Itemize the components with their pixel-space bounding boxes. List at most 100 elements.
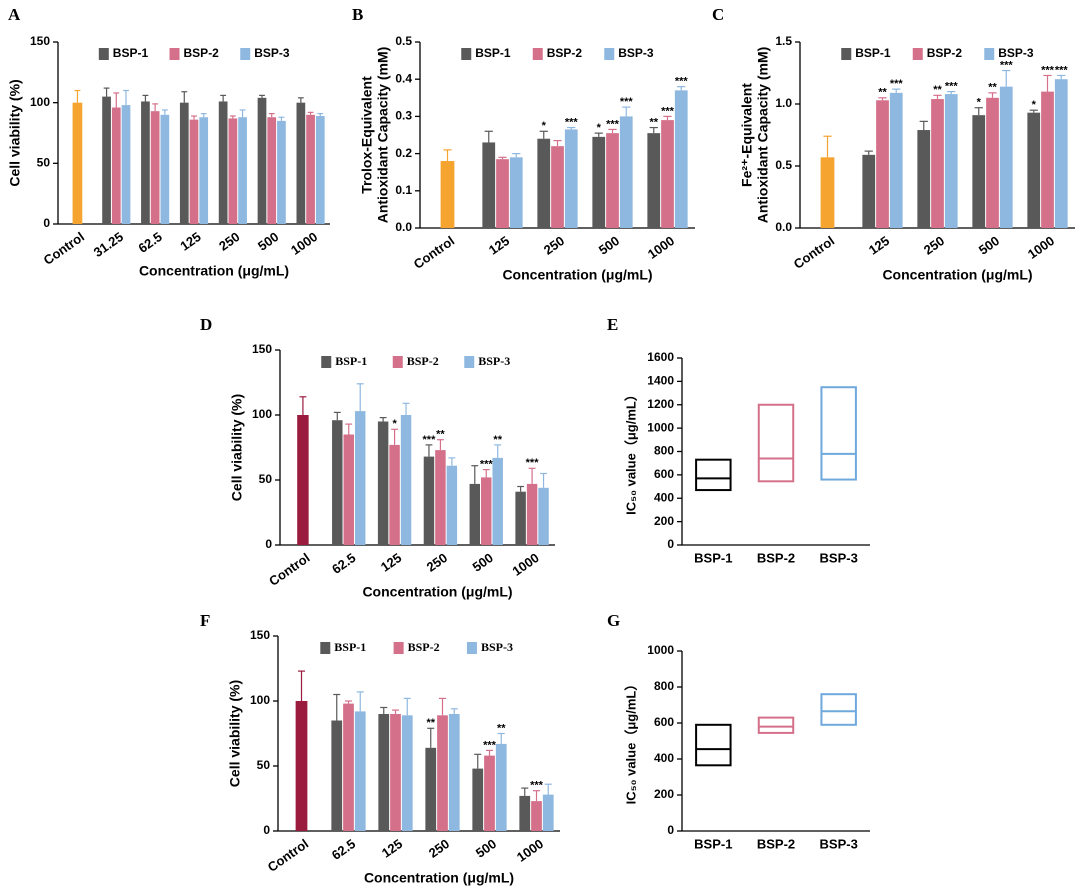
bar — [315, 116, 325, 224]
bar — [343, 703, 354, 831]
bar — [495, 743, 507, 831]
y-tick-label: 0.1 — [395, 183, 412, 197]
bar — [986, 97, 999, 228]
legend-label: BSP-1 — [334, 640, 366, 654]
bar — [111, 107, 121, 224]
legend-label: BSP-1 — [475, 46, 511, 60]
panel-label: E — [607, 315, 618, 334]
y-tick-label: 150 — [30, 34, 50, 48]
panel-label: G — [607, 611, 620, 630]
significance: * — [1032, 99, 1037, 111]
y-tick-label: 0.5 — [775, 158, 792, 172]
x-tick-label: Control — [266, 550, 312, 589]
y-tick-label: 0 — [265, 537, 272, 551]
x-tick-label: BSP-2 — [757, 550, 795, 565]
bar — [482, 142, 496, 228]
control-bar — [440, 161, 455, 228]
bar — [862, 154, 876, 228]
y-tick-label: 0 — [263, 823, 270, 837]
significance: *** — [620, 96, 634, 108]
x-tick-label: 500 — [255, 229, 281, 254]
y-tick-label: 0 — [667, 823, 674, 837]
x-tick-label: 31.25 — [91, 229, 126, 260]
y-axis-label: IC₅₀ value（μg/mL） — [623, 678, 638, 805]
x-tick-label: 125 — [378, 550, 404, 575]
bar — [448, 714, 460, 831]
y-tick-label: 150 — [250, 628, 270, 642]
bar — [332, 420, 343, 545]
x-axis-label: Concentration (μg/mL) — [882, 267, 1032, 283]
legend-label: BSP-2 — [927, 46, 963, 60]
x-tick-label: Control — [41, 229, 87, 268]
y-tick-label: 50 — [259, 472, 273, 486]
bar — [647, 133, 661, 228]
y-tick-label: 1000 — [647, 643, 674, 657]
bar — [606, 133, 619, 228]
bar — [509, 157, 523, 228]
y-tick-label: 400 — [654, 751, 674, 765]
y-tick-label: 400 — [654, 490, 674, 504]
significance: *** — [526, 457, 540, 469]
bar — [661, 120, 674, 228]
y-axis-label: Fe²⁺-Equivalent — [739, 83, 755, 187]
bar — [1041, 91, 1054, 228]
bar — [343, 434, 354, 545]
bar — [423, 456, 435, 545]
y-tick-label: 0.5 — [395, 34, 412, 48]
legend-swatch — [461, 48, 472, 60]
bar — [484, 755, 495, 831]
bar — [389, 444, 400, 545]
bar — [354, 411, 366, 545]
x-tick-label: 250 — [426, 836, 452, 861]
bar — [531, 801, 542, 831]
y-tick-label: 800 — [654, 444, 674, 458]
significance: *** — [890, 78, 904, 90]
significance: *** — [565, 116, 579, 128]
x-tick-label: Control — [411, 233, 457, 272]
significance: ** — [649, 116, 658, 128]
legend-label: BSP-2 — [408, 640, 440, 654]
y-tick-label: 0.0 — [775, 220, 792, 234]
legend-label: BSP-3 — [254, 46, 290, 60]
significance: *** — [423, 434, 437, 446]
y-tick-label: 0.3 — [395, 109, 412, 123]
legend-label: BSP-2 — [184, 46, 220, 60]
y-axis-label: Cell viability (%) — [7, 79, 23, 186]
panel-label: C — [712, 5, 724, 24]
x-tick-label: 62.5 — [329, 836, 358, 863]
x-tick-label: BSP-3 — [820, 836, 858, 851]
x-tick-label: 125 — [177, 229, 203, 254]
bar — [619, 116, 633, 228]
bar — [218, 101, 228, 224]
legend-label: BSP-3 — [998, 46, 1034, 60]
legend-swatch — [240, 48, 251, 60]
x-tick-label: 250 — [216, 229, 242, 254]
legend-swatch — [464, 356, 475, 368]
legend-label: BSP-3 — [618, 46, 654, 60]
y-axis-label: Cell viability (%) — [229, 394, 245, 501]
bar — [199, 117, 209, 224]
significance: *** — [661, 105, 675, 117]
y-tick-label: 50 — [37, 156, 51, 170]
bar — [331, 720, 343, 831]
y-tick-label: 0.2 — [395, 146, 412, 160]
x-tick-label: 250 — [541, 233, 567, 258]
bar — [141, 101, 150, 224]
y-tick-label: 50 — [257, 758, 271, 772]
legend-swatch — [984, 48, 995, 60]
legend-swatch — [321, 356, 332, 368]
bar — [228, 118, 238, 224]
y-axis-label: Antioxidant Capacity (mM) — [755, 47, 771, 224]
significance: *** — [675, 76, 689, 88]
x-tick-label: 1000 — [514, 836, 546, 865]
legend-label: BSP-2 — [547, 46, 583, 60]
bar — [150, 111, 160, 224]
significance: *** — [483, 739, 497, 751]
legend-swatch — [98, 48, 109, 60]
range-box — [757, 716, 795, 734]
x-tick-label: 250 — [424, 550, 450, 575]
control-bar — [72, 102, 83, 224]
bar — [876, 100, 889, 228]
bar — [469, 483, 481, 545]
